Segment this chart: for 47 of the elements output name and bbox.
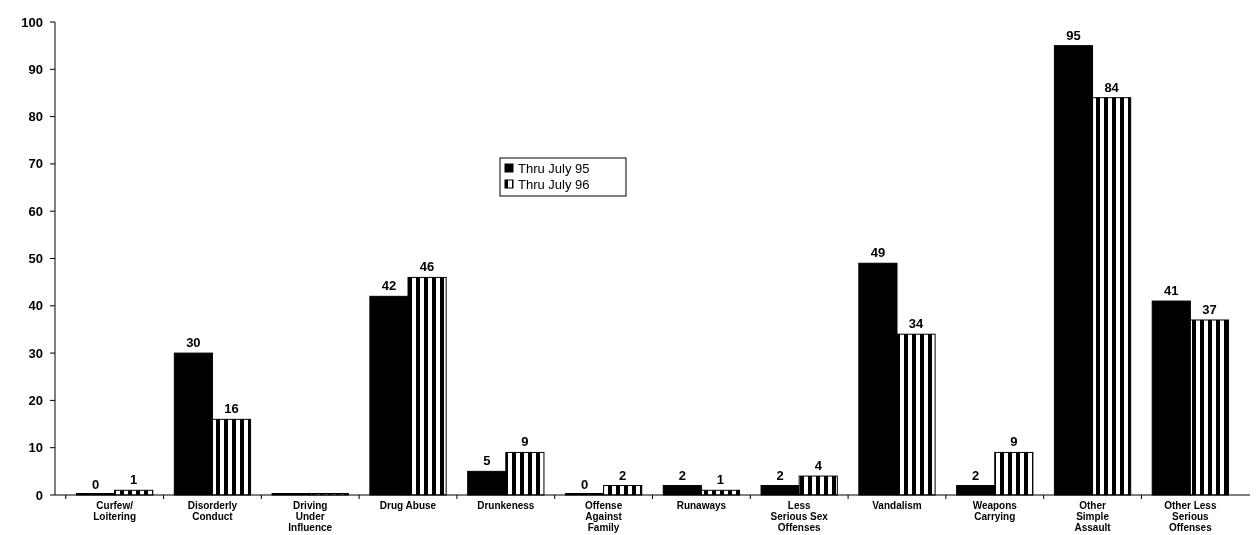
data-label: 30 bbox=[186, 335, 201, 351]
data-label: 1 bbox=[716, 472, 725, 488]
y-tick-label: 80 bbox=[28, 109, 43, 125]
data-label: 2 bbox=[619, 467, 627, 483]
data-label: 16 bbox=[224, 401, 239, 417]
data-label: 42 bbox=[381, 278, 397, 294]
data-label: 49 bbox=[870, 245, 886, 261]
legend-label: Thru July 95 bbox=[518, 160, 590, 176]
x-tick-label: Less Serious Sex Offenses bbox=[770, 500, 829, 533]
x-tick-label: Vandalism bbox=[872, 500, 922, 511]
y-tick-label: 100 bbox=[21, 14, 43, 30]
x-tick-label: Drunkeness bbox=[477, 500, 535, 511]
x-tick-label: Other Less Serious Offenses bbox=[1164, 500, 1217, 533]
y-tick-label: 10 bbox=[28, 440, 43, 456]
y-tick-label: 30 bbox=[28, 345, 43, 361]
legend-label: Thru July 96 bbox=[518, 176, 590, 192]
y-tick-label: 70 bbox=[28, 156, 43, 172]
data-label: 9 bbox=[1010, 434, 1018, 450]
x-tick-label: Offense Against Family bbox=[584, 500, 623, 533]
data-label: 4 bbox=[814, 458, 823, 474]
x-tick-label: Drug Abuse bbox=[379, 500, 437, 511]
x-tick-label: Curfew/ Loitering bbox=[93, 500, 137, 522]
data-label: 5 bbox=[483, 453, 491, 469]
y-tick-label: 90 bbox=[28, 61, 43, 77]
data-label: 46 bbox=[419, 259, 435, 275]
y-tick-label: 0 bbox=[35, 487, 43, 503]
data-label: 2 bbox=[776, 467, 784, 483]
data-label: 9 bbox=[521, 434, 529, 450]
data-label: 2 bbox=[972, 467, 980, 483]
x-tick-label: Runaways bbox=[676, 500, 727, 511]
data-label: 84 bbox=[1104, 79, 1120, 95]
y-tick-label: 50 bbox=[28, 251, 43, 267]
y-tick-label: 20 bbox=[28, 392, 43, 408]
data-label: 34 bbox=[908, 316, 925, 332]
data-label: 95 bbox=[1066, 27, 1081, 43]
y-tick-label: 40 bbox=[28, 298, 43, 314]
x-tick-label: Disorderly Conduct bbox=[187, 500, 238, 522]
data-label: 0 bbox=[580, 477, 589, 492]
x-tick-label: Driving Under Influence bbox=[288, 500, 333, 533]
data-label: 41 bbox=[1164, 283, 1179, 299]
x-tick-label: Other Simple Assault bbox=[1074, 500, 1112, 533]
y-tick-label: 60 bbox=[28, 203, 43, 219]
data-label: 0 bbox=[91, 477, 100, 492]
x-tick-label: Weapons Carrying bbox=[972, 500, 1018, 522]
data-label: 1 bbox=[130, 472, 138, 488]
data-label: 37 bbox=[1202, 301, 1217, 317]
data-label: 2 bbox=[678, 467, 686, 483]
